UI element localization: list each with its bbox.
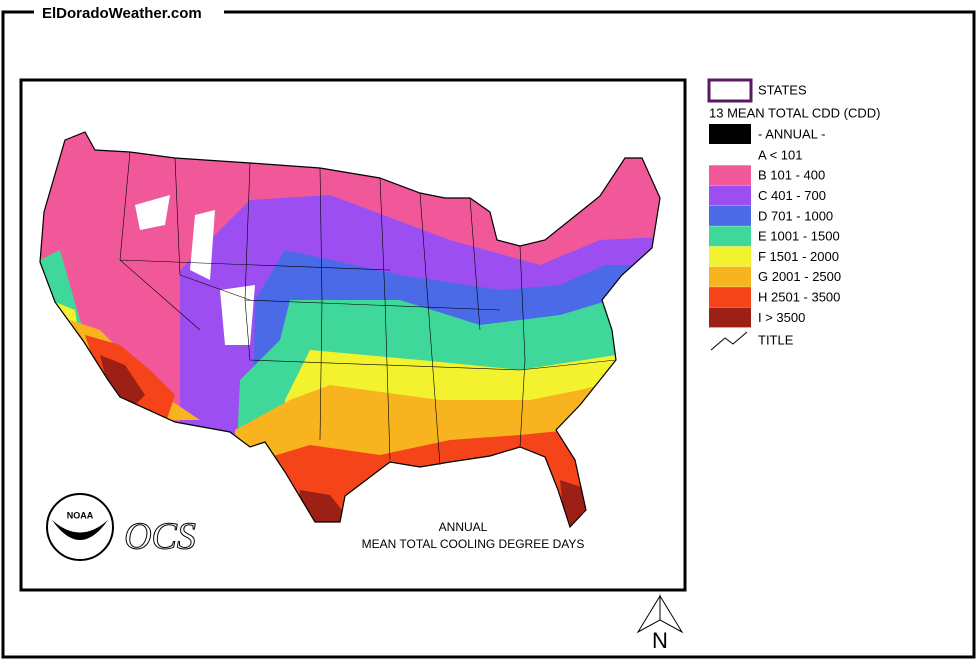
legend-label: A < 101	[758, 147, 802, 162]
legend-label: D 701 - 1000	[758, 208, 833, 223]
cdd-zone	[190, 210, 215, 280]
legend-swatch	[709, 246, 751, 267]
ocs-text: OCS	[124, 516, 196, 558]
legend-swatch	[709, 266, 751, 287]
legend-swatch	[709, 307, 751, 328]
states-swatch	[707, 78, 753, 103]
legend-group: - ANNUAL -	[758, 126, 825, 141]
state-lines	[119, 151, 617, 466]
site-name: ElDoradoWeather.com	[42, 5, 202, 22]
legend-swatch	[709, 185, 751, 206]
caption-line2: MEAN TOTAL COOLING DEGREE DAYS	[362, 537, 585, 551]
legend-label: B 101 - 400	[758, 168, 825, 183]
annual-swatch	[709, 124, 751, 144]
us-outline	[39, 131, 661, 529]
noaa-text: NOAA	[67, 510, 94, 520]
legend-label: F 1501 - 2000	[758, 249, 839, 264]
legend-swatch	[709, 165, 751, 186]
legend-label: E 1001 - 1500	[758, 229, 840, 244]
title-icon	[710, 331, 748, 351]
legend-label: G 2001 - 2500	[758, 269, 841, 284]
legend-label: H 2501 - 3500	[758, 290, 840, 305]
legend-swatch	[709, 226, 751, 247]
noaa-logo	[46, 493, 114, 561]
legend-layer: 13 MEAN TOTAL CDD (CDD)	[709, 105, 880, 120]
compass-n: N	[652, 628, 668, 653]
legend-states: STATES	[758, 82, 807, 97]
header-bg	[34, 4, 224, 24]
cdd-zone	[220, 285, 255, 345]
page-frame	[1, 10, 976, 659]
noaa-bird	[52, 520, 108, 540]
legend-label: I > 3500	[758, 310, 805, 325]
legend-swatch	[709, 287, 751, 308]
cdd-zone	[135, 195, 170, 230]
cdd-zone	[100, 355, 145, 415]
legend-label: C 401 - 700	[758, 188, 826, 203]
caption-line1: ANNUAL	[439, 520, 488, 534]
legend-swatch	[709, 205, 751, 226]
legend-title: TITLE	[758, 332, 794, 347]
compass: N	[636, 594, 684, 653]
legend: A < 101 B 101 - 400 C 401 - 700 D 701 - 100…	[709, 147, 841, 347]
